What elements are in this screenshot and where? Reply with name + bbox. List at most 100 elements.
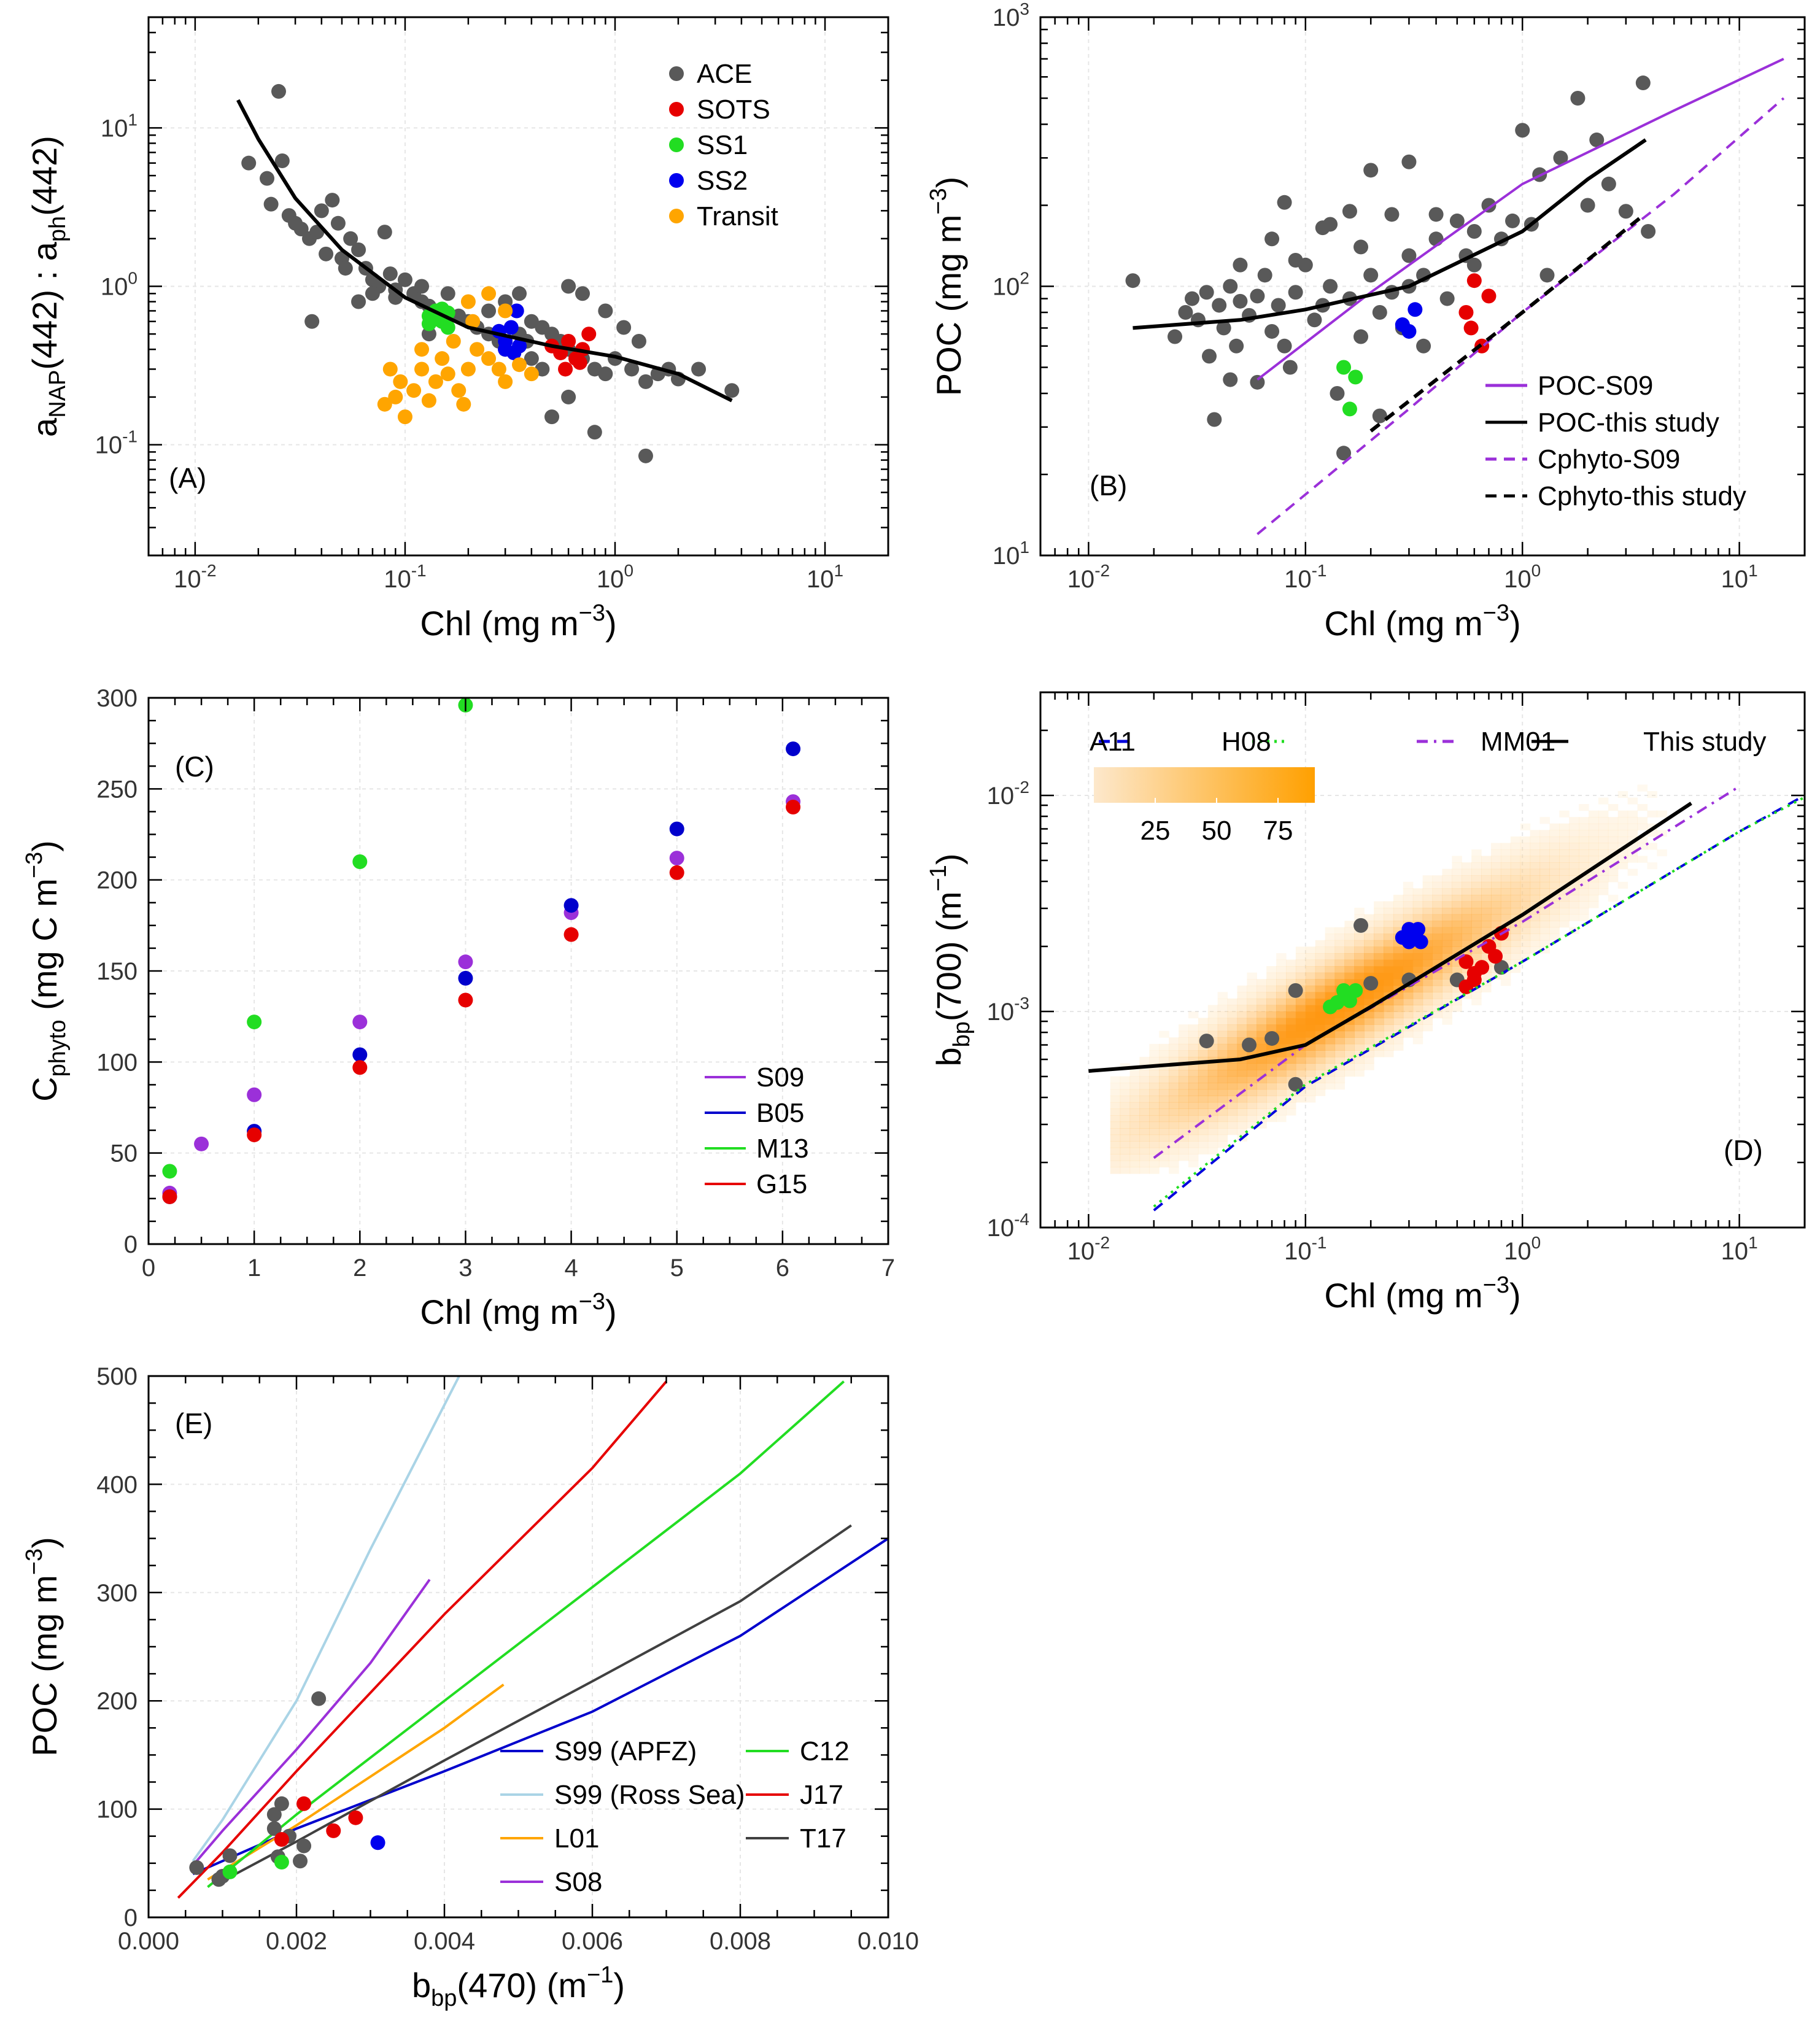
heatmap-cell <box>1384 927 1394 934</box>
series-ss1 <box>222 1855 289 1879</box>
x-axis-title: Chl (mg m−3) <box>420 600 616 643</box>
heatmap-cell <box>1179 1030 1189 1038</box>
data-point <box>440 366 455 382</box>
heatmap-cell <box>1295 979 1306 986</box>
heatmap-cell <box>1257 1011 1267 1019</box>
heatmap-cell <box>1159 1083 1169 1090</box>
heatmap-cell <box>1442 868 1452 876</box>
heatmap-cell <box>1325 953 1336 961</box>
heatmap-cell <box>1325 972 1336 980</box>
heatmap-cell <box>1149 1096 1160 1103</box>
heatmap-cell <box>1627 797 1638 805</box>
heatmap-cell <box>1295 966 1306 973</box>
heatmap-cell <box>1315 1083 1326 1090</box>
heatmap-cell <box>1169 1128 1179 1135</box>
data-point <box>1223 372 1238 387</box>
heatmap-cell <box>1617 830 1628 837</box>
heatmap-cell <box>1207 1063 1218 1070</box>
series-ace <box>189 1691 327 1887</box>
data-point <box>669 851 684 866</box>
data-point <box>1539 268 1555 283</box>
heatmap-cell <box>1374 1037 1384 1045</box>
data-point <box>456 396 471 412</box>
heatmap-cell <box>1149 1070 1160 1077</box>
heatmap-cell <box>1364 914 1374 921</box>
data-point <box>1277 338 1292 354</box>
heatmap-cell <box>1169 1115 1179 1123</box>
data-point <box>352 1015 368 1030</box>
heatmap-cell <box>1110 1102 1121 1109</box>
data-point <box>1458 954 1474 969</box>
heatmap-cell <box>1247 1089 1257 1096</box>
heatmap-cell <box>1120 1089 1131 1096</box>
data-point <box>1401 934 1417 949</box>
heatmap-cell <box>1549 908 1560 915</box>
heatmap-cell <box>1393 1011 1404 1019</box>
heatmap-cell <box>1452 908 1462 915</box>
data-point <box>506 345 522 360</box>
heatmap-cell <box>1325 966 1336 973</box>
heatmap-cell <box>1169 1154 1179 1161</box>
heatmap-cell <box>1257 1005 1267 1012</box>
heatmap-cell <box>1510 921 1521 928</box>
heatmap-cell <box>1198 1102 1209 1109</box>
data-point <box>1481 288 1497 304</box>
heatmap-cell <box>1490 881 1501 889</box>
data-point <box>326 1823 341 1838</box>
series-line-l01 <box>207 1684 505 1881</box>
heatmap-cell <box>1500 972 1511 980</box>
heatmap-cell <box>1422 934 1433 941</box>
heatmap-cell <box>1276 972 1287 980</box>
heatmap-cell <box>1500 888 1511 895</box>
heatmap-cell <box>1569 894 1579 902</box>
heatmap-cell <box>1384 985 1394 992</box>
heatmap-cell <box>1237 998 1247 1006</box>
heatmap-cell <box>1549 823 1560 830</box>
heatmap-cell <box>1159 1115 1169 1123</box>
heatmap-cell <box>1217 1083 1228 1090</box>
heatmap-cell <box>1569 836 1579 844</box>
heatmap-cell <box>1266 1076 1277 1083</box>
heatmap-cell <box>1149 1160 1160 1168</box>
heatmap-cell <box>1510 836 1521 844</box>
heatmap-cell <box>1110 1147 1121 1154</box>
heatmap-cell <box>1315 992 1326 999</box>
heatmap-cell <box>1490 875 1501 883</box>
data-point <box>311 1691 327 1706</box>
heatmap-cell <box>1471 998 1482 1006</box>
heatmap-cell <box>1364 1024 1374 1032</box>
heatmap-cell <box>1295 1089 1306 1096</box>
data-point <box>1288 285 1303 300</box>
heatmap-cell <box>1490 894 1501 902</box>
heatmap-cell <box>1510 862 1521 870</box>
heatmap-cell <box>1452 934 1462 941</box>
x-axis-title: bbp(470) (m−1) <box>412 1962 625 2011</box>
data-point <box>1635 75 1651 91</box>
legend-label: H08 <box>1222 727 1271 757</box>
y-tick-label: 400 <box>96 1471 137 1498</box>
data-point <box>1411 922 1426 937</box>
series-ss2 <box>1395 922 1428 949</box>
heatmap-cell <box>1120 1160 1131 1168</box>
heatmap-cell <box>1432 881 1443 889</box>
heatmap-cell <box>1384 901 1394 908</box>
heatmap-cell <box>1442 992 1452 999</box>
heatmap-cell <box>1120 1128 1131 1135</box>
data-point <box>1336 360 1352 375</box>
heatmap-cell <box>1315 1018 1326 1025</box>
heatmap-cell <box>1139 1056 1150 1064</box>
heatmap-cell <box>1149 1056 1160 1064</box>
heatmap-cell <box>1149 1121 1160 1129</box>
heatmap-cell <box>1266 1083 1277 1090</box>
heatmap-cell <box>1452 927 1462 934</box>
heatmap-cell <box>1452 914 1462 921</box>
heatmap-cell <box>1647 843 1657 850</box>
heatmap-cell <box>1266 1018 1277 1025</box>
heatmap-cell <box>1305 985 1316 992</box>
heatmap-cell <box>1129 1096 1140 1103</box>
heatmap-cell <box>1325 946 1336 954</box>
heatmap-cell <box>1295 1024 1306 1032</box>
series-line-c12 <box>207 1380 845 1889</box>
heatmap-cell <box>1422 972 1433 980</box>
heatmap-cell <box>1139 1121 1150 1129</box>
